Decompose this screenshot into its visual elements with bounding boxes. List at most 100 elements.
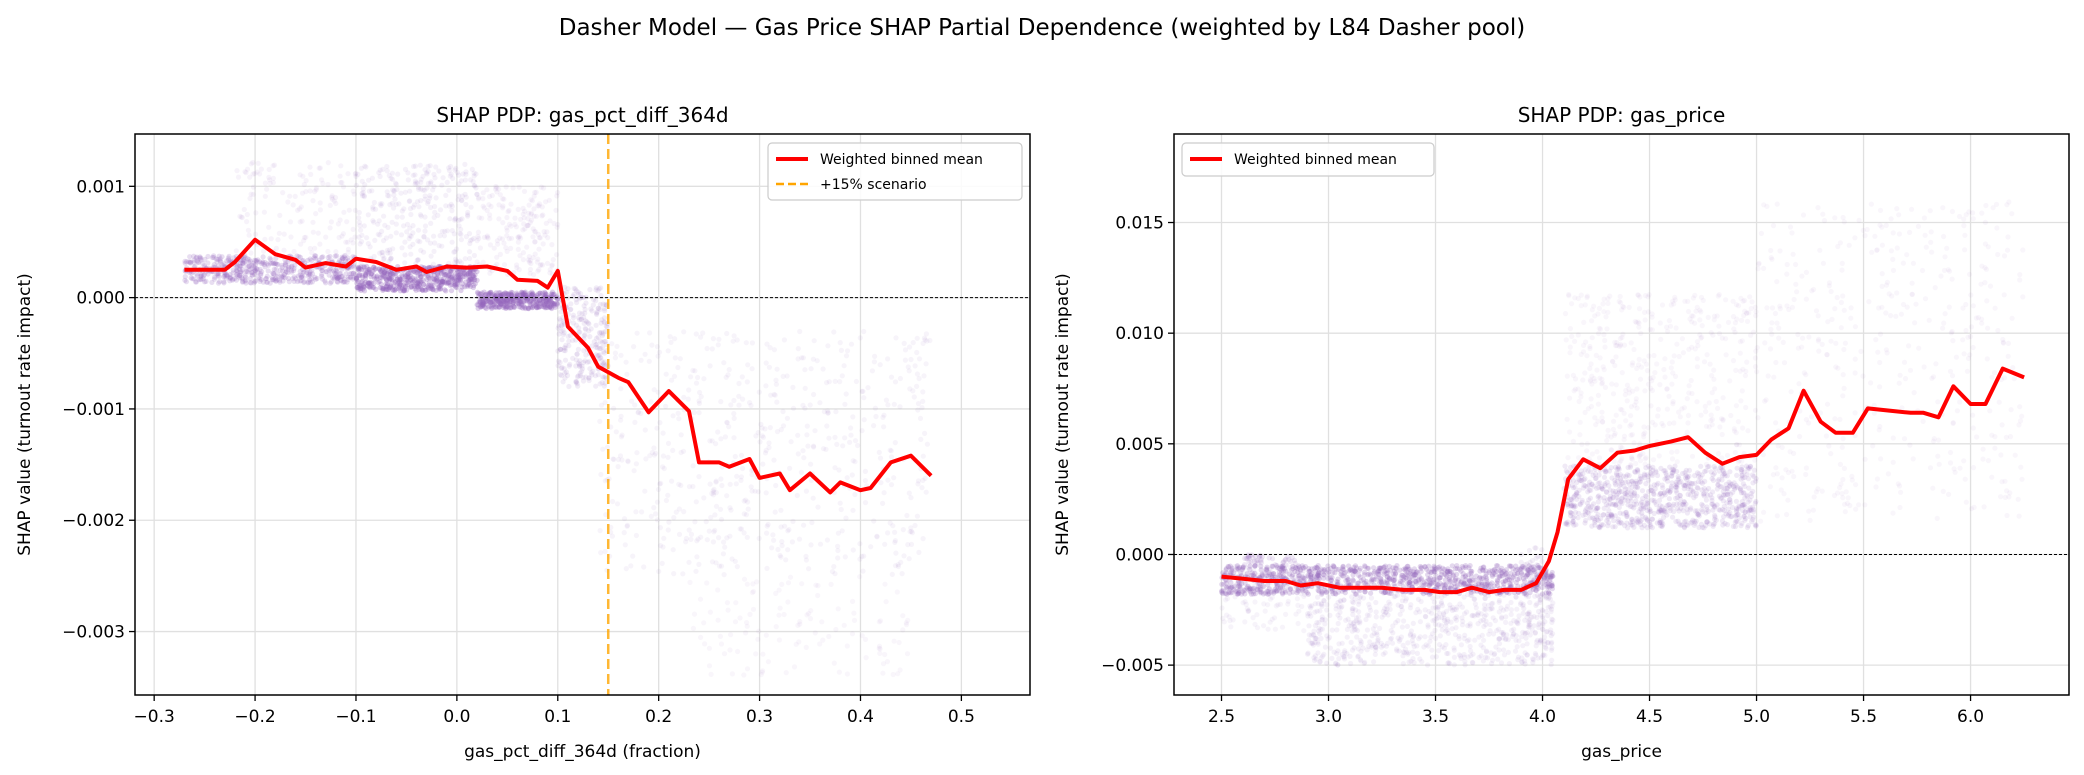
scatter-point: [815, 505, 820, 510]
scatter-point: [686, 387, 691, 392]
scatter-point: [1363, 634, 1368, 639]
scatter-point: [786, 580, 791, 585]
scatter-point: [1432, 628, 1437, 633]
scatter-point: [467, 249, 472, 254]
scatter-point: [597, 346, 602, 351]
y-tick-label: 0.000: [76, 289, 125, 309]
scatter-point: [924, 338, 929, 343]
scatter-point: [666, 348, 671, 353]
scatter-point: [656, 487, 661, 492]
scatter-point: [804, 489, 809, 494]
scatter-point: [536, 247, 541, 252]
scatter-point: [913, 363, 918, 368]
scatter-point: [1416, 636, 1421, 641]
scatter-point: [1383, 564, 1388, 569]
scatter-point: [840, 373, 845, 378]
scatter-point: [1478, 618, 1483, 623]
scatter-point: [484, 187, 489, 192]
scatter-point: [1241, 600, 1246, 605]
scatter-point: [1266, 627, 1271, 632]
scatter-point: [832, 571, 837, 576]
scatter-point: [707, 646, 712, 651]
scatter-point: [529, 212, 534, 217]
scatter-point: [205, 260, 210, 265]
scatter-point: [487, 299, 492, 304]
scatter-point: [378, 168, 383, 173]
scatter-point: [696, 474, 701, 479]
scatter-point: [1400, 624, 1405, 629]
scatter-point: [871, 518, 876, 523]
scatter-point: [740, 374, 745, 379]
scatter-point: [1224, 613, 1229, 618]
scatter-point: [431, 280, 436, 285]
scatter-point: [1323, 617, 1328, 622]
scatter-point: [1387, 602, 1392, 607]
scatter-point: [693, 569, 698, 574]
scatter-point: [1509, 612, 1514, 617]
scatter-point: [310, 198, 315, 203]
scatter-point: [602, 339, 607, 344]
scatter-point: [1462, 581, 1467, 586]
scatter-point: [1408, 579, 1413, 584]
scatter-point: [1404, 650, 1409, 655]
scatter-point: [1341, 597, 1346, 602]
scatter-point: [558, 347, 563, 352]
x-tick-label: −0.3: [134, 707, 175, 727]
scatter-point: [649, 514, 654, 519]
scatter-point: [815, 593, 820, 598]
scatter-point: [623, 542, 628, 547]
scatter-point: [1336, 641, 1341, 646]
scatter-point: [589, 372, 594, 377]
scatter-point: [741, 672, 746, 677]
scatter-point: [641, 564, 646, 569]
scatter-point: [307, 165, 312, 170]
scatter-point: [670, 448, 675, 453]
scatter-point: [701, 495, 706, 500]
scatter-point: [920, 389, 925, 394]
scatter-point: [312, 246, 317, 251]
scatter-point: [187, 260, 192, 265]
scatter-point: [736, 381, 741, 386]
scatter-point: [874, 534, 879, 539]
scatter-point: [551, 257, 556, 262]
scatter-point: [1315, 640, 1320, 645]
scatter-point: [425, 237, 430, 242]
scatter-point: [722, 545, 727, 550]
scatter-point: [514, 224, 519, 229]
scatter-point: [295, 208, 300, 213]
scatter-point: [262, 237, 267, 242]
scatter-point: [333, 271, 338, 276]
scatter-point: [664, 498, 669, 503]
scatter-point: [719, 517, 724, 522]
scatter-point: [495, 238, 500, 243]
scatter-point: [908, 357, 913, 362]
scatter-point: [833, 627, 838, 632]
scatter-point: [622, 516, 627, 521]
scatter-point: [428, 181, 433, 186]
scatter-point: [556, 304, 561, 309]
scatter-point: [1336, 621, 1341, 626]
scatter-point: [648, 399, 653, 404]
scatter-point: [298, 219, 303, 224]
scatter-point: [1388, 607, 1393, 612]
scatter-point: [1385, 570, 1390, 575]
scatter-point: [691, 463, 696, 468]
scatter-point: [804, 645, 809, 650]
scatter-point: [390, 187, 395, 192]
scatter-point: [838, 501, 843, 506]
scatter-point: [705, 346, 710, 351]
scatter-point: [613, 355, 618, 360]
scatter-point: [719, 564, 724, 569]
scatter-point: [651, 505, 656, 510]
scatter-point: [602, 315, 607, 320]
scatter-point: [919, 405, 924, 410]
scatter-point: [1401, 661, 1406, 666]
scatter-point: [572, 286, 577, 291]
scatter-point: [698, 535, 703, 540]
scatter-point: [740, 466, 745, 471]
scatter-point: [914, 384, 919, 389]
scatter-point: [1480, 633, 1485, 638]
scatter-point: [304, 270, 309, 275]
scatter-point: [773, 483, 778, 488]
scatter-point: [1540, 616, 1545, 621]
